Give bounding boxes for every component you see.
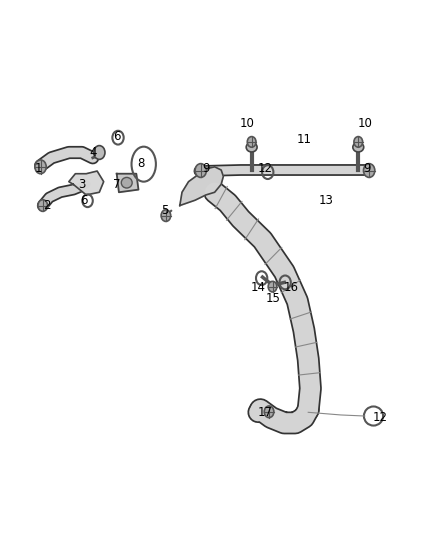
- Polygon shape: [180, 167, 223, 206]
- Text: 12: 12: [373, 411, 388, 424]
- Text: 9: 9: [202, 162, 210, 175]
- Text: 2: 2: [43, 199, 51, 212]
- Text: 7: 7: [113, 178, 120, 191]
- Text: 16: 16: [283, 281, 298, 294]
- Text: 9: 9: [363, 162, 371, 175]
- Circle shape: [161, 210, 171, 221]
- Circle shape: [38, 200, 47, 212]
- Text: 13: 13: [318, 193, 333, 207]
- Text: 4: 4: [89, 146, 96, 159]
- Polygon shape: [69, 171, 104, 195]
- Text: 12: 12: [257, 162, 272, 175]
- Text: 15: 15: [266, 292, 281, 305]
- Text: 3: 3: [78, 178, 85, 191]
- Text: 11: 11: [297, 133, 311, 146]
- Circle shape: [195, 164, 206, 177]
- Ellipse shape: [246, 142, 257, 152]
- Text: 5: 5: [161, 204, 168, 217]
- Text: 6: 6: [80, 193, 88, 207]
- Polygon shape: [117, 174, 138, 192]
- Ellipse shape: [353, 142, 364, 152]
- Text: 1: 1: [35, 162, 42, 175]
- Text: 6: 6: [113, 130, 120, 143]
- Text: 14: 14: [251, 281, 266, 294]
- Circle shape: [247, 136, 256, 147]
- Circle shape: [264, 406, 274, 418]
- Text: 10: 10: [240, 117, 255, 130]
- Text: 8: 8: [137, 157, 145, 169]
- Circle shape: [364, 164, 375, 177]
- Circle shape: [354, 136, 363, 147]
- Text: 10: 10: [357, 117, 372, 130]
- Ellipse shape: [121, 177, 132, 188]
- Circle shape: [94, 146, 105, 159]
- Text: 17: 17: [257, 406, 272, 419]
- Circle shape: [35, 160, 46, 174]
- Circle shape: [268, 281, 277, 292]
